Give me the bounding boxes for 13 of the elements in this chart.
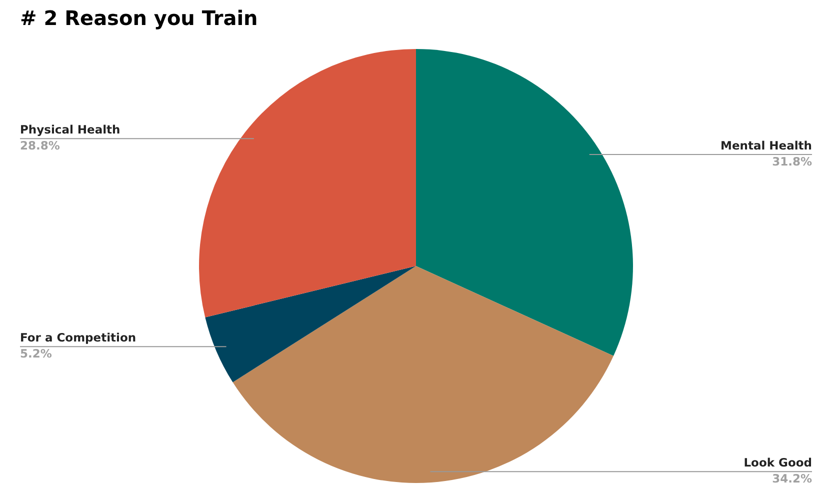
data-label: 31.8% bbox=[772, 154, 812, 168]
slice-label: Look Good bbox=[744, 456, 812, 470]
pie-slice bbox=[199, 49, 416, 318]
pie-slice bbox=[205, 266, 416, 382]
data-label: 28.8% bbox=[20, 138, 60, 153]
pie-slice bbox=[232, 266, 614, 483]
data-label: 34.2% bbox=[772, 472, 812, 486]
slice-label: For a Competition bbox=[20, 330, 136, 345]
data-label: 5.2% bbox=[20, 346, 52, 361]
pie-slice bbox=[416, 49, 633, 356]
slice-label: Physical Health bbox=[20, 122, 120, 137]
slice-label: Mental Health bbox=[720, 138, 812, 152]
chart-title: # 2 Reason you Train bbox=[20, 6, 258, 30]
